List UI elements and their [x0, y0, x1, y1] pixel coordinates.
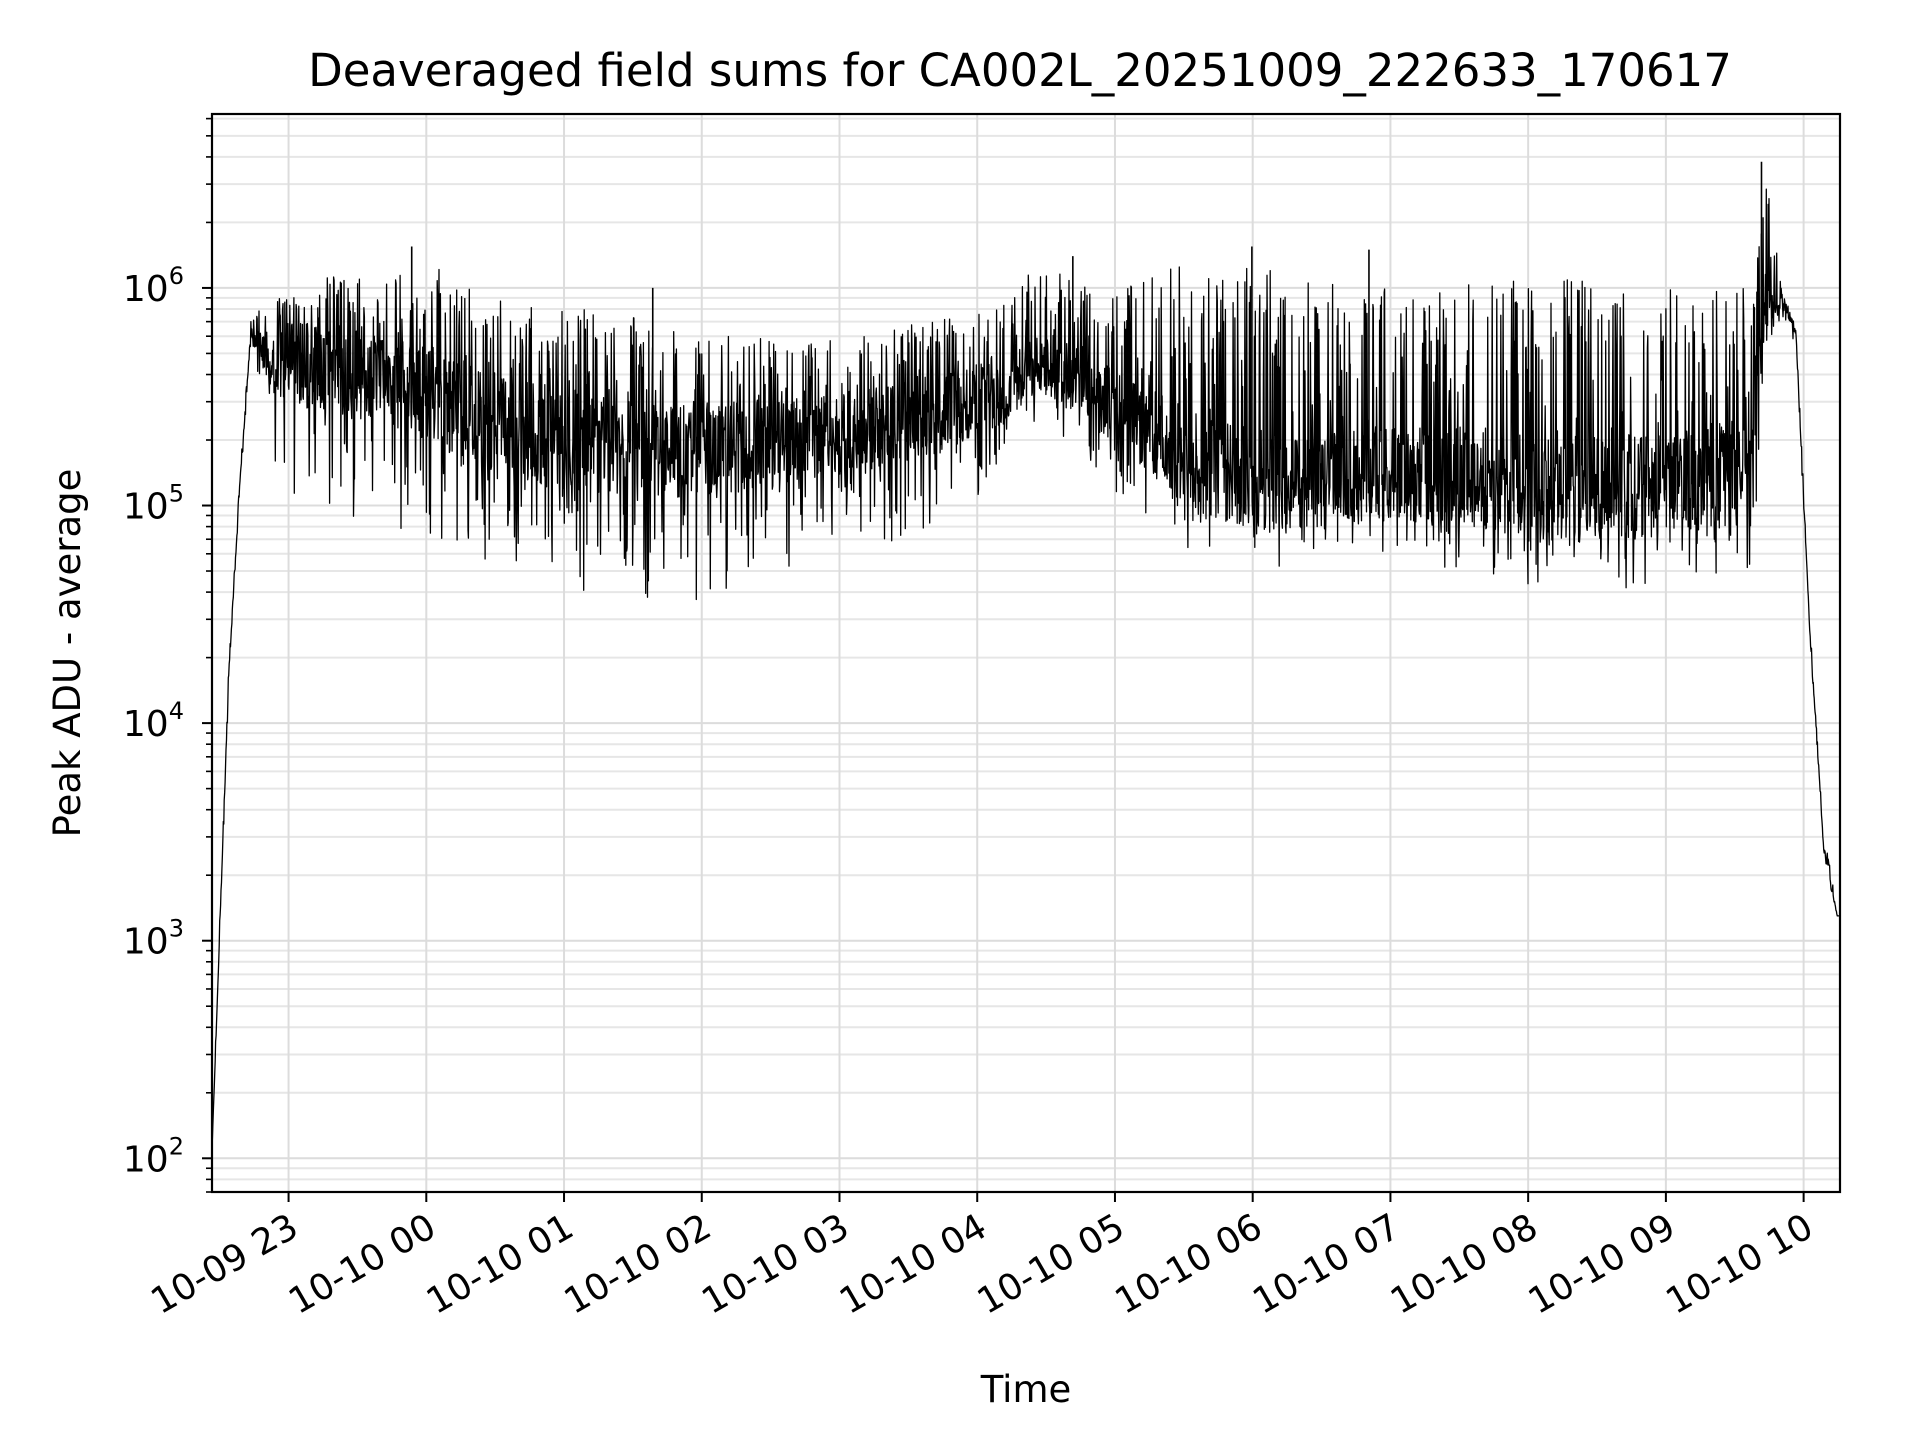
y-axis-ticks: 102 103 104 105 106 — [123, 117, 212, 1193]
y-tick-label: 102 — [123, 1132, 184, 1180]
y-tick-label: 106 — [123, 262, 184, 310]
y-tick-label: 104 — [123, 697, 184, 745]
minor-gridlines — [212, 117, 1840, 1193]
major-gridlines — [212, 114, 1840, 1192]
y-tick-label: 103 — [123, 915, 184, 963]
plot-frame — [210, 112, 1842, 1194]
chart-title: Deaveraged field sums for CA002L_2025100… — [308, 44, 1732, 97]
y-axis-label: Peak ADU - average — [46, 469, 89, 838]
x-axis-label: Time — [980, 1368, 1072, 1411]
y-tick-label: 105 — [123, 480, 184, 528]
data-series-line — [212, 188, 1840, 1150]
